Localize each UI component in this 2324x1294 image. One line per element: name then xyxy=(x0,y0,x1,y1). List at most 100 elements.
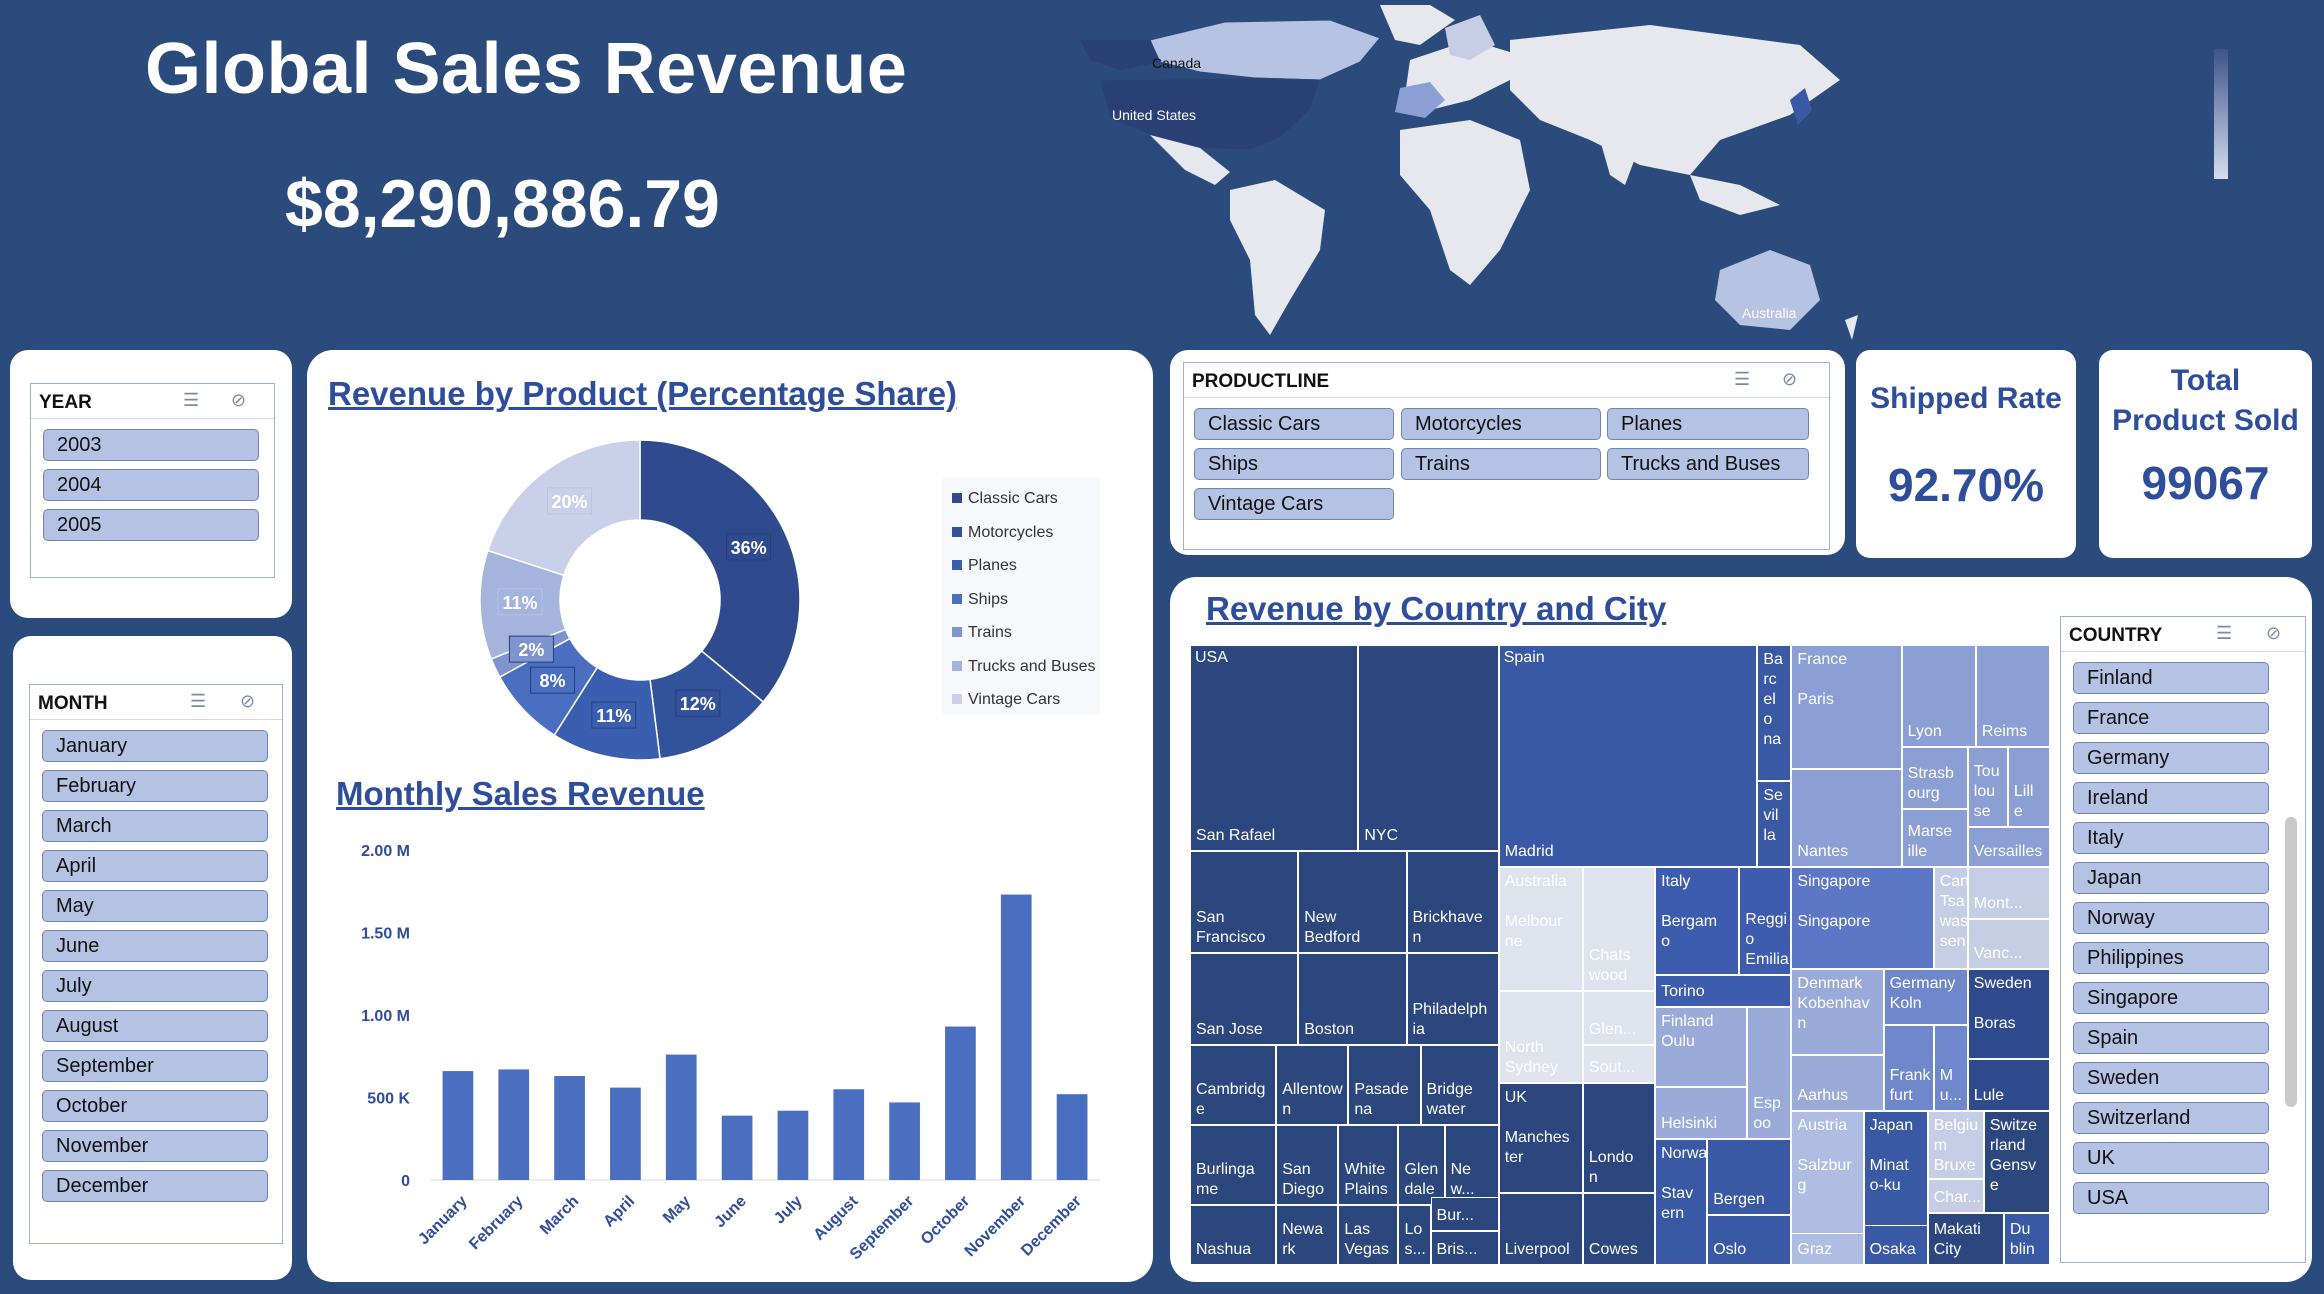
treemap-cell-germany-koln[interactable]: Germany Koln xyxy=(1883,969,1968,1025)
treemap-cell-usa-san-jose[interactable]: San Jose xyxy=(1190,953,1299,1045)
treemap-cell-france-marseille[interactable]: Marse ille xyxy=(1901,809,1968,867)
treemap-cell-france-lille[interactable]: Lill e xyxy=(2007,747,2050,827)
treemap-cell-canada-tsawassen[interactable]: Canada Tsa was sen xyxy=(1933,867,1968,969)
treemap-cell-sweden-lule[interactable]: Lule xyxy=(1967,1059,2050,1111)
country-item-usa[interactable]: USA xyxy=(2073,1182,2269,1214)
treemap-cell-usa-san-diego[interactable]: San Diego xyxy=(1276,1125,1339,1205)
country-scrollbar[interactable] xyxy=(2285,817,2297,1107)
treemap-cell-japan-osaka[interactable]: Osaka xyxy=(1863,1225,1928,1265)
bar-chart[interactable]: 0 500 K 1.00 M 1.50 M 2.00 M JanuaryFebruary… xyxy=(320,830,1120,1270)
month-item-may[interactable]: May xyxy=(42,890,268,922)
treemap-cell-usa-san-francisco[interactable]: San Francisco xyxy=(1190,851,1299,953)
bar-may[interactable] xyxy=(665,1054,697,1180)
bar-june[interactable] xyxy=(721,1115,753,1180)
treemap-cell-australia-chatswood[interactable]: Chats wood xyxy=(1582,867,1656,991)
country-item-philippines[interactable]: Philippines xyxy=(2073,942,2269,974)
bar-february[interactable] xyxy=(498,1069,530,1180)
world-map[interactable]: Canada United States Australia xyxy=(1000,0,1880,345)
treemap-cell-belgium-charleroi[interactable]: Char... xyxy=(1927,1179,1984,1213)
product-item-ships[interactable]: Ships xyxy=(1194,448,1394,480)
treemap-cell-canada-vancouver[interactable]: Vanc... xyxy=(1967,919,2050,969)
treemap-cell-france-toulouse[interactable]: Tou lou se xyxy=(1967,747,2008,827)
country-item-france[interactable]: France xyxy=(2073,702,2269,734)
treemap-cell-denmark-aarhus[interactable]: Aarhus xyxy=(1791,1055,1884,1111)
treemap-cell-norway-oslo[interactable]: Oslo xyxy=(1707,1215,1792,1265)
treemap-cell-usa-glendale[interactable]: Glen dale xyxy=(1398,1125,1445,1205)
product-item-trucks-and-buses[interactable]: Trucks and Buses xyxy=(1607,448,1809,480)
treemap-cell-usa-burbank[interactable]: Bur... xyxy=(1430,1197,1499,1231)
treemap-cell-usa-cambridge[interactable]: Cambridg e xyxy=(1190,1045,1277,1125)
treemap-cell-austria-graz[interactable]: Graz xyxy=(1791,1233,1864,1265)
treemap-cell-ireland-dublin[interactable]: Du blin xyxy=(2003,1213,2050,1265)
multi-select-icon[interactable]: ☰ xyxy=(1734,369,1751,389)
country-item-norway[interactable]: Norway xyxy=(2073,902,2269,934)
treemap-cell-usa-allentown[interactable]: Allentow n xyxy=(1276,1045,1349,1125)
treemap-cell-usa-las-vegas[interactable]: Las Vegas xyxy=(1338,1205,1399,1265)
multi-select-icon[interactable]: ☰ xyxy=(2216,623,2233,643)
month-item-september[interactable]: September xyxy=(42,1050,268,1082)
donut-chart[interactable]: 36% 12% 11% 8% 2% 11% 20% xyxy=(470,430,810,770)
multi-select-icon[interactable]: ☰ xyxy=(190,691,207,711)
treemap-cell-uk-liverpool[interactable]: Liverpool xyxy=(1498,1193,1583,1265)
bar-august[interactable] xyxy=(833,1089,865,1180)
country-item-germany[interactable]: Germany xyxy=(2073,742,2269,774)
treemap-cell-singapore-singapore[interactable]: Singapore Singapore xyxy=(1791,867,1934,969)
treemap-cell-usa-brickhaven[interactable]: Brickhave n xyxy=(1406,851,1499,953)
product-item-motorcycles[interactable]: Motorcycles xyxy=(1401,408,1601,440)
treemap-cell-norway-bergen[interactable]: Bergen xyxy=(1707,1139,1792,1215)
bar-march[interactable] xyxy=(554,1076,585,1180)
year-item-2005[interactable]: 2005 xyxy=(43,509,259,541)
treemap-cell-france-reims[interactable]: Reims xyxy=(1975,645,2050,747)
treemap-cell-usa-new-haven[interactable]: Ne w... xyxy=(1444,1125,1499,1205)
bar-april[interactable] xyxy=(610,1087,641,1180)
treemap-cell-denmark-kobenhavn[interactable]: Denmark Kobenhav n xyxy=(1791,969,1884,1055)
treemap-cell-usa-boston[interactable]: Boston xyxy=(1298,953,1407,1045)
product-item-trains[interactable]: Trains xyxy=(1401,448,1601,480)
clear-filter-icon[interactable]: ⊘ xyxy=(231,390,247,410)
treemap-cell-usa-pasadena[interactable]: Pasade na xyxy=(1348,1045,1421,1125)
bar-november[interactable] xyxy=(1000,894,1032,1180)
treemap-cell-finland-espoo[interactable]: Esp oo xyxy=(1747,1007,1792,1139)
treemap-cell-usa-new-bedford[interactable]: New Bedford xyxy=(1298,851,1407,953)
month-item-july[interactable]: July xyxy=(42,970,268,1002)
month-item-august[interactable]: August xyxy=(42,1010,268,1042)
treemap-cell-france-versailles[interactable]: Versailles xyxy=(1967,827,2050,867)
treemap-cell-australia-melbourne[interactable]: Australia Melbour ne xyxy=(1498,867,1583,991)
country-item-italy[interactable]: Italy xyxy=(2073,822,2269,854)
treemap-cell-norway-stavern[interactable]: Norway Stav ern xyxy=(1655,1139,1708,1265)
product-item-vintage-cars[interactable]: Vintage Cars xyxy=(1194,488,1394,520)
year-item-2004[interactable]: 2004 xyxy=(43,469,259,501)
treemap-cell-usa-philadelphia[interactable]: Philadelph ia xyxy=(1406,953,1499,1045)
treemap-cell-australia-north-sydney[interactable]: North Sydney xyxy=(1498,991,1583,1083)
treemap-cell-france-nantes[interactable]: Nantes xyxy=(1791,769,1902,867)
treemap-cell-france-strasbourg[interactable]: Strasb ourg xyxy=(1901,747,1968,809)
treemap-cell-germany-frankfurt[interactable]: Frank furt xyxy=(1883,1025,1934,1111)
multi-select-icon[interactable]: ☰ xyxy=(183,390,200,410)
clear-filter-icon[interactable]: ⊘ xyxy=(240,691,256,711)
treemap-cell-usa-brisbane[interactable]: Bris... xyxy=(1430,1231,1499,1265)
treemap-cell-usa-san-rafael[interactable]: San Rafael xyxy=(1190,645,1359,851)
treemap-cell-finland-helsinki[interactable]: Helsinki xyxy=(1655,1087,1748,1139)
treemap-cell-italy-bergamo[interactable]: Italy Bergam o xyxy=(1655,867,1740,975)
treemap-cell-usa-los-angeles[interactable]: Lo s... xyxy=(1398,1205,1431,1265)
donut-slice-classic-cars[interactable] xyxy=(639,439,801,704)
bar-january[interactable] xyxy=(442,1071,474,1180)
treemap-cell-spain-madrid[interactable]: Madrid xyxy=(1498,645,1758,867)
treemap-cell-australia-south-brisbane[interactable]: Sout... xyxy=(1582,1045,1656,1083)
treemap-cell-uk-london[interactable]: Londo n xyxy=(1582,1083,1656,1193)
month-item-june[interactable]: June xyxy=(42,930,268,962)
bar-december[interactable] xyxy=(1056,1094,1088,1180)
month-item-march[interactable]: March xyxy=(42,810,268,842)
bar-october[interactable] xyxy=(945,1026,976,1180)
month-item-january[interactable]: January xyxy=(42,730,268,762)
treemap-cell-usa-nashua[interactable]: Nashua xyxy=(1190,1205,1277,1265)
country-item-japan[interactable]: Japan xyxy=(2073,862,2269,894)
month-item-april[interactable]: April xyxy=(42,850,268,882)
treemap-cell-france-lyon[interactable]: Lyon xyxy=(1901,645,1976,747)
month-item-november[interactable]: November xyxy=(42,1130,268,1162)
country-item-sweden[interactable]: Sweden xyxy=(2073,1062,2269,1094)
clear-filter-icon[interactable]: ⊘ xyxy=(1782,369,1798,389)
month-item-december[interactable]: December xyxy=(42,1170,268,1202)
month-item-october[interactable]: October xyxy=(42,1090,268,1122)
treemap-cell-uk-cowes[interactable]: Cowes xyxy=(1582,1193,1656,1265)
